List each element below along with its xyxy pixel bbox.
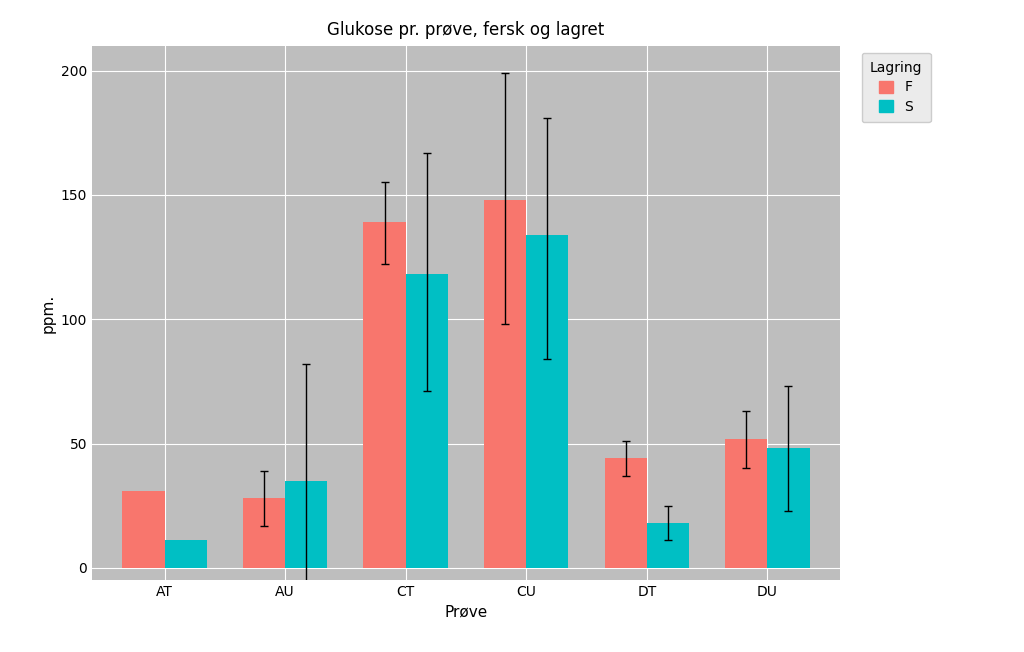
Bar — [526, 235, 568, 568]
Bar — [165, 541, 207, 568]
Y-axis label: ppm.: ppm. — [40, 293, 55, 333]
Bar — [484, 200, 526, 568]
Bar — [767, 449, 810, 568]
Title: Glukose pr. prøve, fersk og lagret: Glukose pr. prøve, fersk og lagret — [328, 20, 604, 38]
Bar — [243, 498, 285, 568]
Bar — [406, 274, 447, 568]
Bar — [647, 523, 689, 568]
Bar — [604, 458, 647, 568]
Legend: F, S: F, S — [861, 53, 931, 123]
Bar — [364, 222, 406, 568]
Bar — [285, 481, 328, 568]
X-axis label: Prøve: Prøve — [444, 604, 487, 619]
Bar — [725, 439, 767, 568]
Bar — [122, 491, 165, 568]
